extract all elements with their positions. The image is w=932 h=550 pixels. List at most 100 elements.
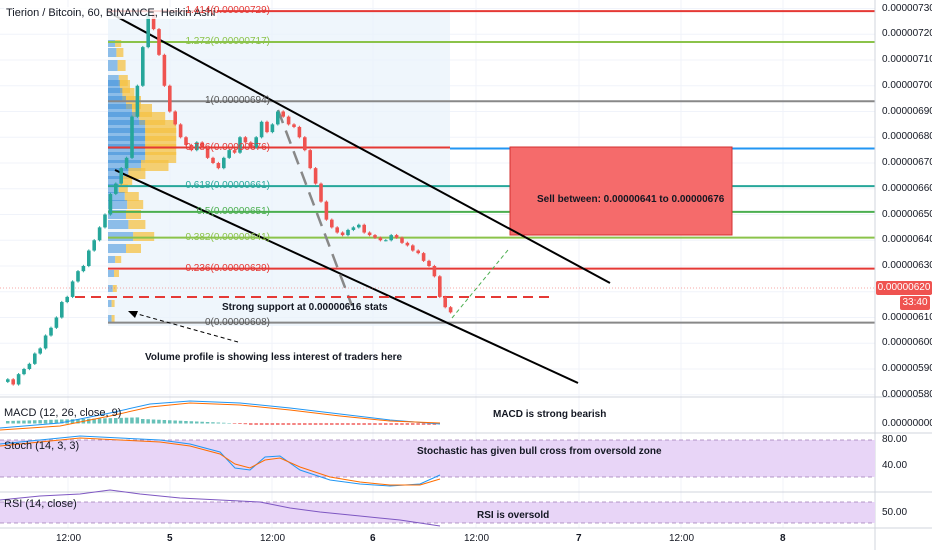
macd-histogram-bar	[103, 418, 107, 424]
volume-profile-bar-sell	[117, 60, 126, 71]
candle-body	[351, 227, 356, 230]
macd-histogram-bar	[130, 417, 134, 424]
indicator-tick: 0.00000000	[882, 418, 932, 429]
macd-histogram-bar	[162, 420, 167, 424]
macd-histogram-bar	[265, 423, 269, 425]
candle-body	[308, 150, 312, 169]
macd-histogram-bar	[108, 418, 113, 424]
volume-profile-bar-sell	[112, 285, 117, 292]
price-tick: 0.00000600	[882, 337, 932, 349]
candle-body	[43, 335, 48, 349]
candle-body	[232, 150, 237, 153]
macd-histogram-bar	[319, 423, 323, 425]
macd-signal-line	[0, 402, 441, 431]
candle-body	[222, 157, 226, 169]
macd-histogram-bar	[124, 417, 129, 424]
candle-body	[421, 253, 426, 261]
candle-body	[33, 353, 37, 364]
macd-histogram-bar	[16, 420, 21, 424]
price-tick: 0.00000670	[882, 157, 932, 168]
candle-body	[11, 379, 15, 385]
volume-profile-bar-buy	[108, 184, 119, 193]
candle-body	[448, 307, 453, 313]
macd-histogram-bar	[135, 417, 140, 424]
volume-profile-bar-buy	[108, 192, 125, 201]
time-tick: 12:00	[669, 533, 695, 544]
projection-down-line	[276, 109, 354, 307]
volume-profile-bar-sell	[115, 40, 122, 47]
macd-histogram-bar	[286, 423, 291, 425]
macd-histogram-bar	[243, 423, 248, 425]
macd-histogram-bar	[216, 422, 221, 424]
macd-histogram-bar	[92, 418, 96, 424]
macd-histogram-bar	[49, 419, 53, 424]
volume-profile-bar-buy	[108, 40, 116, 47]
volume-profile-bar-buy	[108, 232, 134, 241]
macd-histogram-bar	[151, 419, 156, 424]
fib-level-label: 1(0.00000694)	[204, 95, 270, 107]
stoch-indicator-label[interactable]: Stoch (14, 3, 3)	[4, 440, 80, 452]
price-tick: 0.00000730	[882, 2, 932, 14]
candle-body	[27, 363, 32, 369]
rsi-band	[0, 502, 875, 523]
macd-histogram-bar	[421, 423, 426, 425]
candle-body	[438, 276, 442, 297]
time-tick: 6	[370, 533, 376, 544]
macd-histogram-bar	[303, 423, 307, 425]
macd-histogram-bar	[351, 423, 356, 425]
fib-level-label: 0.236(0.00000629)	[185, 262, 270, 274]
rsi-note-label: RSI is oversold	[477, 510, 550, 521]
volume-profile-bar-buy	[108, 315, 112, 322]
price-tick: 0.00000690	[882, 105, 932, 117]
volume-profile-bar-buy	[108, 270, 114, 277]
volume-profile-bar-buy	[108, 285, 113, 292]
price-tick: 0.00000660	[882, 182, 932, 194]
volume-note-arrow	[133, 312, 239, 343]
indicator-tick: 50.00	[882, 507, 908, 518]
macd-histogram-bar	[394, 423, 399, 425]
macd-pane	[0, 400, 441, 431]
macd-histogram-bar	[38, 420, 42, 424]
volume-note-arrowhead	[128, 311, 138, 318]
macd-indicator-label[interactable]: MACD (12, 26, close, 9)	[4, 407, 122, 419]
volume-profile-bar-sell	[127, 200, 144, 209]
price-tick: 0.00000610	[882, 311, 932, 323]
candle-body	[151, 13, 156, 30]
sell-zone-label: Sell between: 0.00000641 to 0.00000676	[537, 194, 725, 205]
channel-upper-line	[109, 12, 611, 284]
rsi-indicator-label[interactable]: RSI (14, close)	[4, 498, 77, 510]
candle-body	[205, 147, 210, 158]
volume-profile-bar-buy	[108, 256, 116, 263]
time-tick: 5	[167, 533, 173, 544]
rsi-line	[0, 489, 441, 527]
macd-histogram-bar	[259, 423, 264, 425]
price-tick: 0.00000640	[882, 234, 932, 246]
macd-histogram-bar	[141, 419, 145, 424]
volume-profile-bar-sell	[121, 176, 133, 185]
candle-body	[405, 242, 410, 246]
macd-note-label: MACD is strong bearish	[493, 409, 607, 420]
macd-histogram-bar	[205, 422, 210, 424]
candle-body	[346, 229, 350, 236]
candle-body	[130, 116, 134, 158]
price-tick: 0.00000650	[882, 208, 932, 220]
macd-histogram-bar	[211, 422, 215, 424]
candle-body	[189, 144, 194, 151]
candle-body	[340, 232, 345, 236]
macd-histogram-bar	[335, 423, 339, 425]
macd-histogram-bar	[416, 423, 420, 425]
fibonacci-retracement	[108, 10, 875, 324]
candle-body	[378, 237, 383, 241]
macd-histogram-bar	[389, 423, 393, 425]
candle-body	[411, 245, 415, 251]
volume-profile-bar-sell	[126, 210, 141, 219]
candle-body	[92, 240, 96, 251]
volume-profile-bar-buy	[108, 220, 129, 229]
candle-body	[108, 193, 113, 215]
volume-profile-bar-buy	[108, 300, 112, 307]
candle-body	[384, 240, 388, 242]
macd-histogram-bar	[276, 423, 280, 425]
time-tick: 8	[780, 533, 786, 544]
macd-histogram-bar	[297, 423, 302, 425]
